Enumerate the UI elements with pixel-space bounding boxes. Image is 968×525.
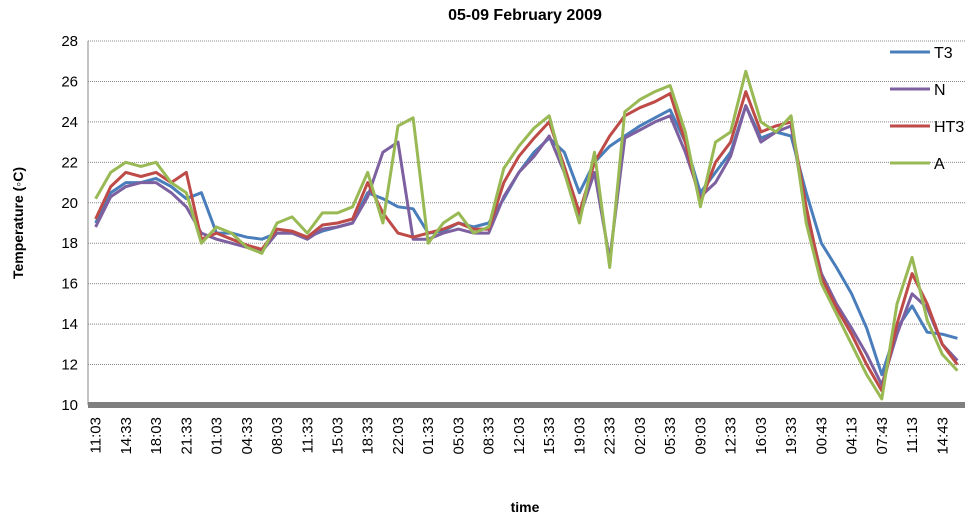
x-tick-label: 00:43 xyxy=(813,417,830,455)
x-tick-label: 15:03 xyxy=(329,417,346,455)
legend-label: T3 xyxy=(934,45,953,62)
x-tick-label: 19:03 xyxy=(571,417,588,455)
x-axis-label: time xyxy=(511,499,540,515)
legend-label: A xyxy=(934,156,945,173)
y-tick-label: 26 xyxy=(61,73,78,90)
y-tick-label: 22 xyxy=(61,154,78,171)
y-tick-label: 18 xyxy=(61,235,78,252)
series-line xyxy=(94,69,959,401)
x-tick-label: 05:33 xyxy=(662,417,679,455)
x-tick-label: 15:33 xyxy=(541,417,558,455)
x-tick-label: 12:03 xyxy=(511,417,528,455)
x-tick-label: 11:13 xyxy=(904,417,921,453)
x-tick-label: 18:33 xyxy=(360,417,377,455)
x-tick-label: 01:33 xyxy=(420,417,437,455)
x-tick-label: 18:03 xyxy=(148,417,165,455)
y-tick-label: 10 xyxy=(61,397,78,414)
x-tick-label: 08:03 xyxy=(269,417,286,455)
x-tick-label: 11:03 xyxy=(88,417,105,453)
y-axis-label: Temperature (◦C) xyxy=(10,167,26,279)
y-tick-label: 14 xyxy=(61,316,78,333)
y-tick-label: 28 xyxy=(61,33,78,50)
x-tick-label: 14:43 xyxy=(934,417,951,455)
x-tick-label: 12:33 xyxy=(723,417,740,455)
x-tick-label: 22:03 xyxy=(390,417,407,455)
x-tick-label: 11:33 xyxy=(299,417,316,453)
x-tick-label: 02:03 xyxy=(632,417,649,455)
x-tick-label: 21:33 xyxy=(178,417,195,455)
legend-label: N xyxy=(934,82,946,99)
x-tick-label: 08:33 xyxy=(481,417,498,455)
chart-title: 05-09 February 2009 xyxy=(448,7,602,24)
y-tick-label: 24 xyxy=(61,114,78,131)
y-tick-label: 12 xyxy=(61,357,78,374)
x-axis xyxy=(88,402,965,408)
x-tick-label: 07:43 xyxy=(874,417,891,455)
x-tick-label: 05:03 xyxy=(450,417,467,455)
x-tick-label: 19:33 xyxy=(783,417,800,455)
legend-label: HT3 xyxy=(934,119,964,136)
x-tick-label: 22:33 xyxy=(602,417,619,455)
x-tick-label: 04:33 xyxy=(239,417,256,455)
x-tick-label: 01:03 xyxy=(209,417,226,455)
x-tick-label: 16:03 xyxy=(753,417,770,455)
y-tick-label: 20 xyxy=(61,195,78,212)
x-tick-label: 14:33 xyxy=(118,417,135,455)
x-tick-label: 09:03 xyxy=(692,417,709,455)
y-tick-label: 16 xyxy=(61,276,78,293)
x-tick-label: 04:13 xyxy=(844,417,861,455)
